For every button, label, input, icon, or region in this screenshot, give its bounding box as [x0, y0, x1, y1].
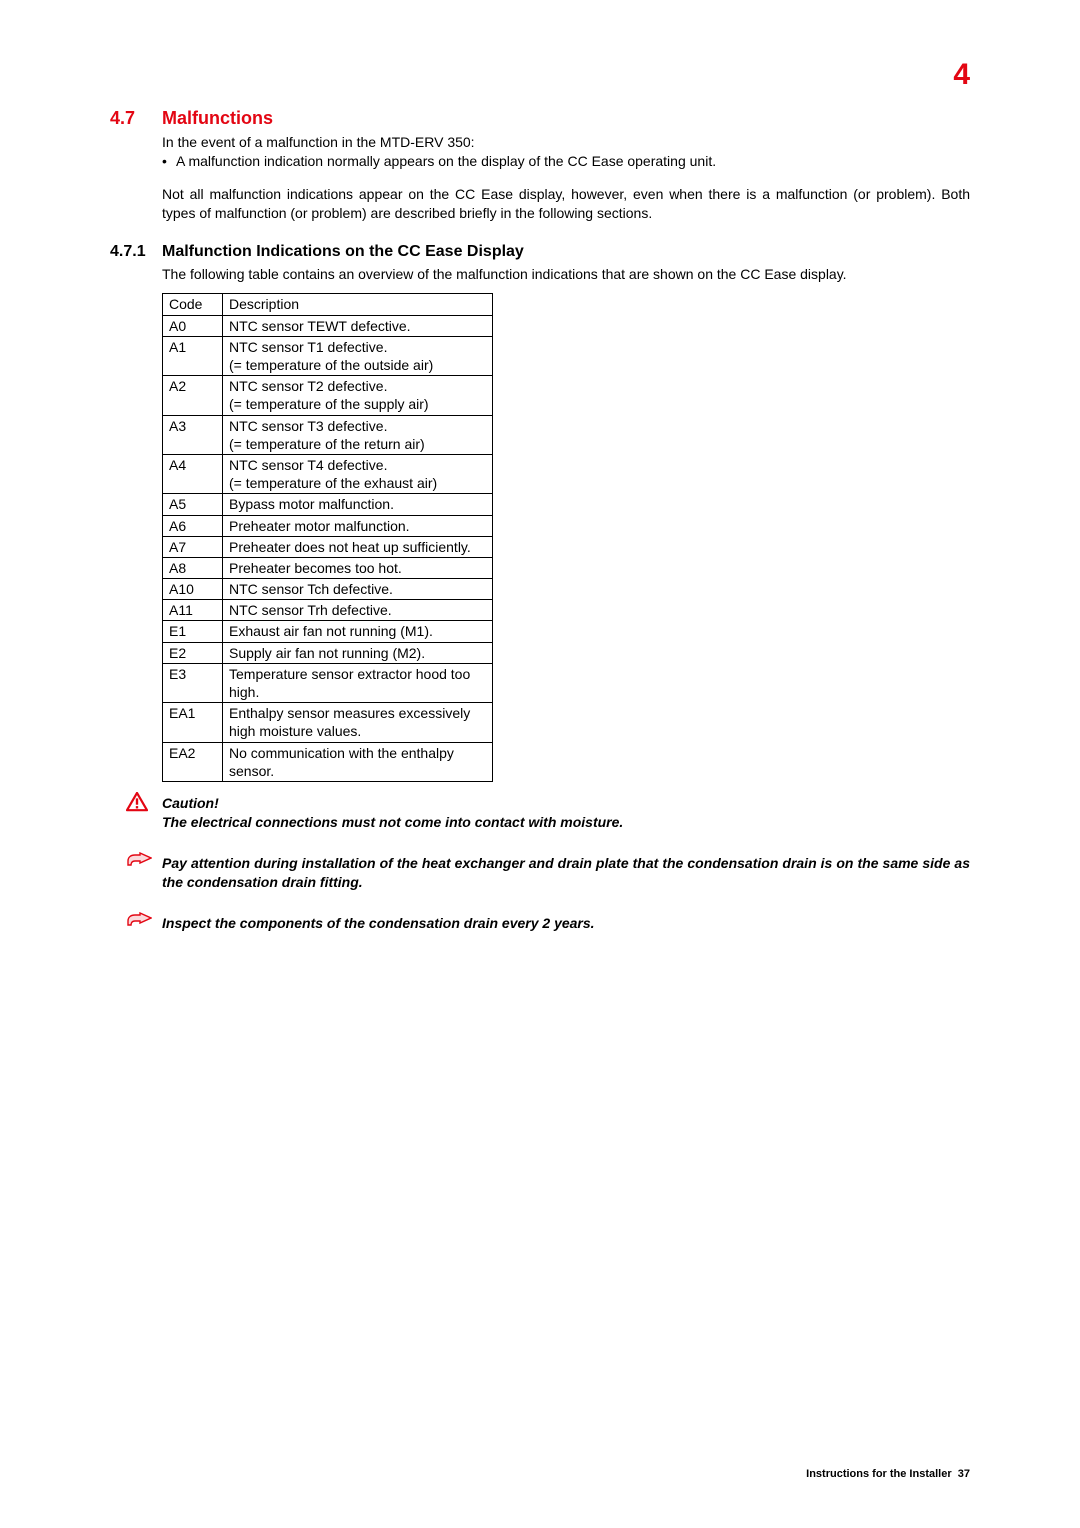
- table-row: A4NTC sensor T4 defective.(= temperature…: [163, 454, 493, 493]
- note-block-1: Pay attention during installation of the…: [162, 854, 970, 892]
- intro-bullet-text: A malfunction indication normally appear…: [176, 153, 716, 169]
- content-area: 4.7Malfunctions In the event of a malfun…: [110, 108, 970, 932]
- cell-desc: Temperature sensor extractor hood too hi…: [223, 663, 493, 702]
- table-row: A10NTC sensor Tch defective.: [163, 579, 493, 600]
- table-row: E2Supply air fan not running (M2).: [163, 642, 493, 663]
- note-block-2: Inspect the components of the condensati…: [162, 914, 970, 933]
- subsection-intro: The following table contains an overview…: [162, 265, 970, 284]
- cell-desc: NTC sensor Trh defective.: [223, 600, 493, 621]
- table-row: A8Preheater becomes too hot.: [163, 557, 493, 578]
- table-header-row: Code Description: [163, 294, 493, 315]
- cell-code: E3: [163, 663, 223, 702]
- table-row: E3Temperature sensor extractor hood too …: [163, 663, 493, 702]
- cell-code: A11: [163, 600, 223, 621]
- table-row: A0NTC sensor TEWT defective.: [163, 315, 493, 336]
- warning-icon: [126, 792, 148, 812]
- cell-desc: Supply air fan not running (M2).: [223, 642, 493, 663]
- th-desc: Description: [223, 294, 493, 315]
- table-row: A3NTC sensor T3 defective.(= temperature…: [163, 415, 493, 454]
- cell-code: EA2: [163, 742, 223, 781]
- subsection-heading: 4.7.1Malfunction Indications on the CC E…: [110, 243, 970, 261]
- cell-desc: NTC sensor T2 defective.(= temperature o…: [223, 376, 493, 415]
- cell-code: A8: [163, 557, 223, 578]
- cell-desc: Enthalpy sensor measures excessively hig…: [223, 703, 493, 742]
- section-number: 4.7: [110, 108, 162, 129]
- cell-code: A7: [163, 536, 223, 557]
- cell-code: A3: [163, 415, 223, 454]
- cell-code: A1: [163, 336, 223, 375]
- cell-code: A2: [163, 376, 223, 415]
- caution-text: The electrical connections must not come…: [162, 814, 623, 830]
- cell-code: E2: [163, 642, 223, 663]
- cell-code: A10: [163, 579, 223, 600]
- footer-page: 37: [958, 1468, 970, 1480]
- cell-code: A6: [163, 515, 223, 536]
- th-code: Code: [163, 294, 223, 315]
- cell-desc: NTC sensor Tch defective.: [223, 579, 493, 600]
- cell-desc: NTC sensor TEWT defective.: [223, 315, 493, 336]
- bullet-dot: •: [162, 152, 176, 171]
- table-row: A11NTC sensor Trh defective.: [163, 600, 493, 621]
- malfunction-table: Code Description A0NTC sensor TEWT defec…: [162, 293, 493, 782]
- cell-code: A4: [163, 454, 223, 493]
- table-row: EA2No communication with the enthalpy se…: [163, 742, 493, 781]
- table-row: EA1Enthalpy sensor measures excessively …: [163, 703, 493, 742]
- table-row: A5Bypass motor malfunction.: [163, 494, 493, 515]
- table-row: A6Preheater motor malfunction.: [163, 515, 493, 536]
- cell-code: A0: [163, 315, 223, 336]
- intro-bullet: •A malfunction indication normally appea…: [162, 152, 970, 171]
- cell-desc: NTC sensor T1 defective.(= temperature o…: [223, 336, 493, 375]
- page: 4 4.7Malfunctions In the event of a malf…: [0, 0, 1080, 1528]
- cell-code: E1: [163, 621, 223, 642]
- caution-block: Caution! The electrical connections must…: [162, 794, 970, 832]
- subsection-title: Malfunction Indications on the CC Ease D…: [162, 243, 524, 260]
- cell-desc: Preheater does not heat up sufﬁciently.: [223, 536, 493, 557]
- cell-desc: Bypass motor malfunction.: [223, 494, 493, 515]
- page-footer: Instructions for the Installer 37: [806, 1468, 970, 1480]
- hand-point-icon: [126, 852, 152, 870]
- cell-desc: Preheater becomes too hot.: [223, 557, 493, 578]
- cell-desc: NTC sensor T4 defective.(= temperature o…: [223, 454, 493, 493]
- table-row: E1Exhaust air fan not running (M1).: [163, 621, 493, 642]
- table-row: A7Preheater does not heat up sufﬁciently…: [163, 536, 493, 557]
- footer-label: Instructions for the Installer: [806, 1468, 951, 1480]
- chapter-number: 4: [953, 58, 970, 92]
- section-heading: 4.7Malfunctions: [110, 108, 970, 129]
- cell-desc: No communication with the enthalpy senso…: [223, 742, 493, 781]
- intro-para2: Not all malfunction indications appear o…: [162, 185, 970, 223]
- intro-line: In the event of a malfunction in the MTD…: [162, 133, 970, 152]
- subsection-number: 4.7.1: [110, 243, 162, 261]
- note2-text: Inspect the components of the condensati…: [162, 915, 595, 931]
- caution-heading: Caution!: [162, 795, 219, 811]
- cell-code: EA1: [163, 703, 223, 742]
- cell-code: A5: [163, 494, 223, 515]
- note1-text: Pay attention during installation of the…: [162, 855, 970, 890]
- cell-desc: NTC sensor T3 defective.(= temperature o…: [223, 415, 493, 454]
- table-row: A1NTC sensor T1 defective.(= temperature…: [163, 336, 493, 375]
- hand-point-icon: [126, 912, 152, 930]
- table-row: A2NTC sensor T2 defective.(= temperature…: [163, 376, 493, 415]
- section-title: Malfunctions: [162, 108, 273, 128]
- cell-desc: Preheater motor malfunction.: [223, 515, 493, 536]
- cell-desc: Exhaust air fan not running (M1).: [223, 621, 493, 642]
